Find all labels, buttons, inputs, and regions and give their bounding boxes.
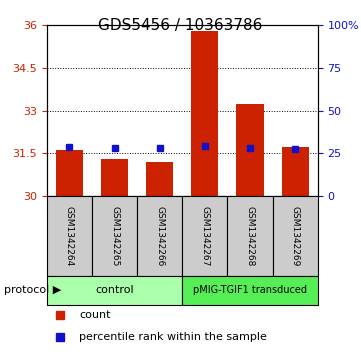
- Bar: [191, 30, 218, 196]
- Bar: [47, 276, 182, 305]
- Bar: [92, 196, 137, 276]
- Text: GSM1342266: GSM1342266: [155, 206, 164, 266]
- Text: percentile rank within the sample: percentile rank within the sample: [79, 332, 267, 342]
- Text: pMIG-TGIF1 transduced: pMIG-TGIF1 transduced: [193, 285, 307, 295]
- Text: GSM1342269: GSM1342269: [291, 206, 300, 266]
- Bar: [282, 147, 309, 196]
- Bar: [101, 159, 128, 196]
- Bar: [273, 196, 318, 276]
- Text: protocol ▶: protocol ▶: [4, 285, 61, 295]
- Bar: [146, 162, 173, 196]
- Text: GSM1342268: GSM1342268: [245, 206, 255, 266]
- Bar: [56, 150, 83, 196]
- Text: GDS5456 / 10363786: GDS5456 / 10363786: [98, 18, 263, 33]
- Bar: [137, 196, 182, 276]
- Text: GSM1342264: GSM1342264: [65, 206, 74, 266]
- Text: count: count: [79, 310, 111, 320]
- Bar: [47, 196, 92, 276]
- Text: GSM1342267: GSM1342267: [200, 206, 209, 266]
- Text: GSM1342265: GSM1342265: [110, 206, 119, 266]
- Text: control: control: [95, 285, 134, 295]
- Bar: [236, 105, 264, 196]
- Bar: [182, 276, 318, 305]
- Bar: [182, 196, 227, 276]
- Bar: [227, 196, 273, 276]
